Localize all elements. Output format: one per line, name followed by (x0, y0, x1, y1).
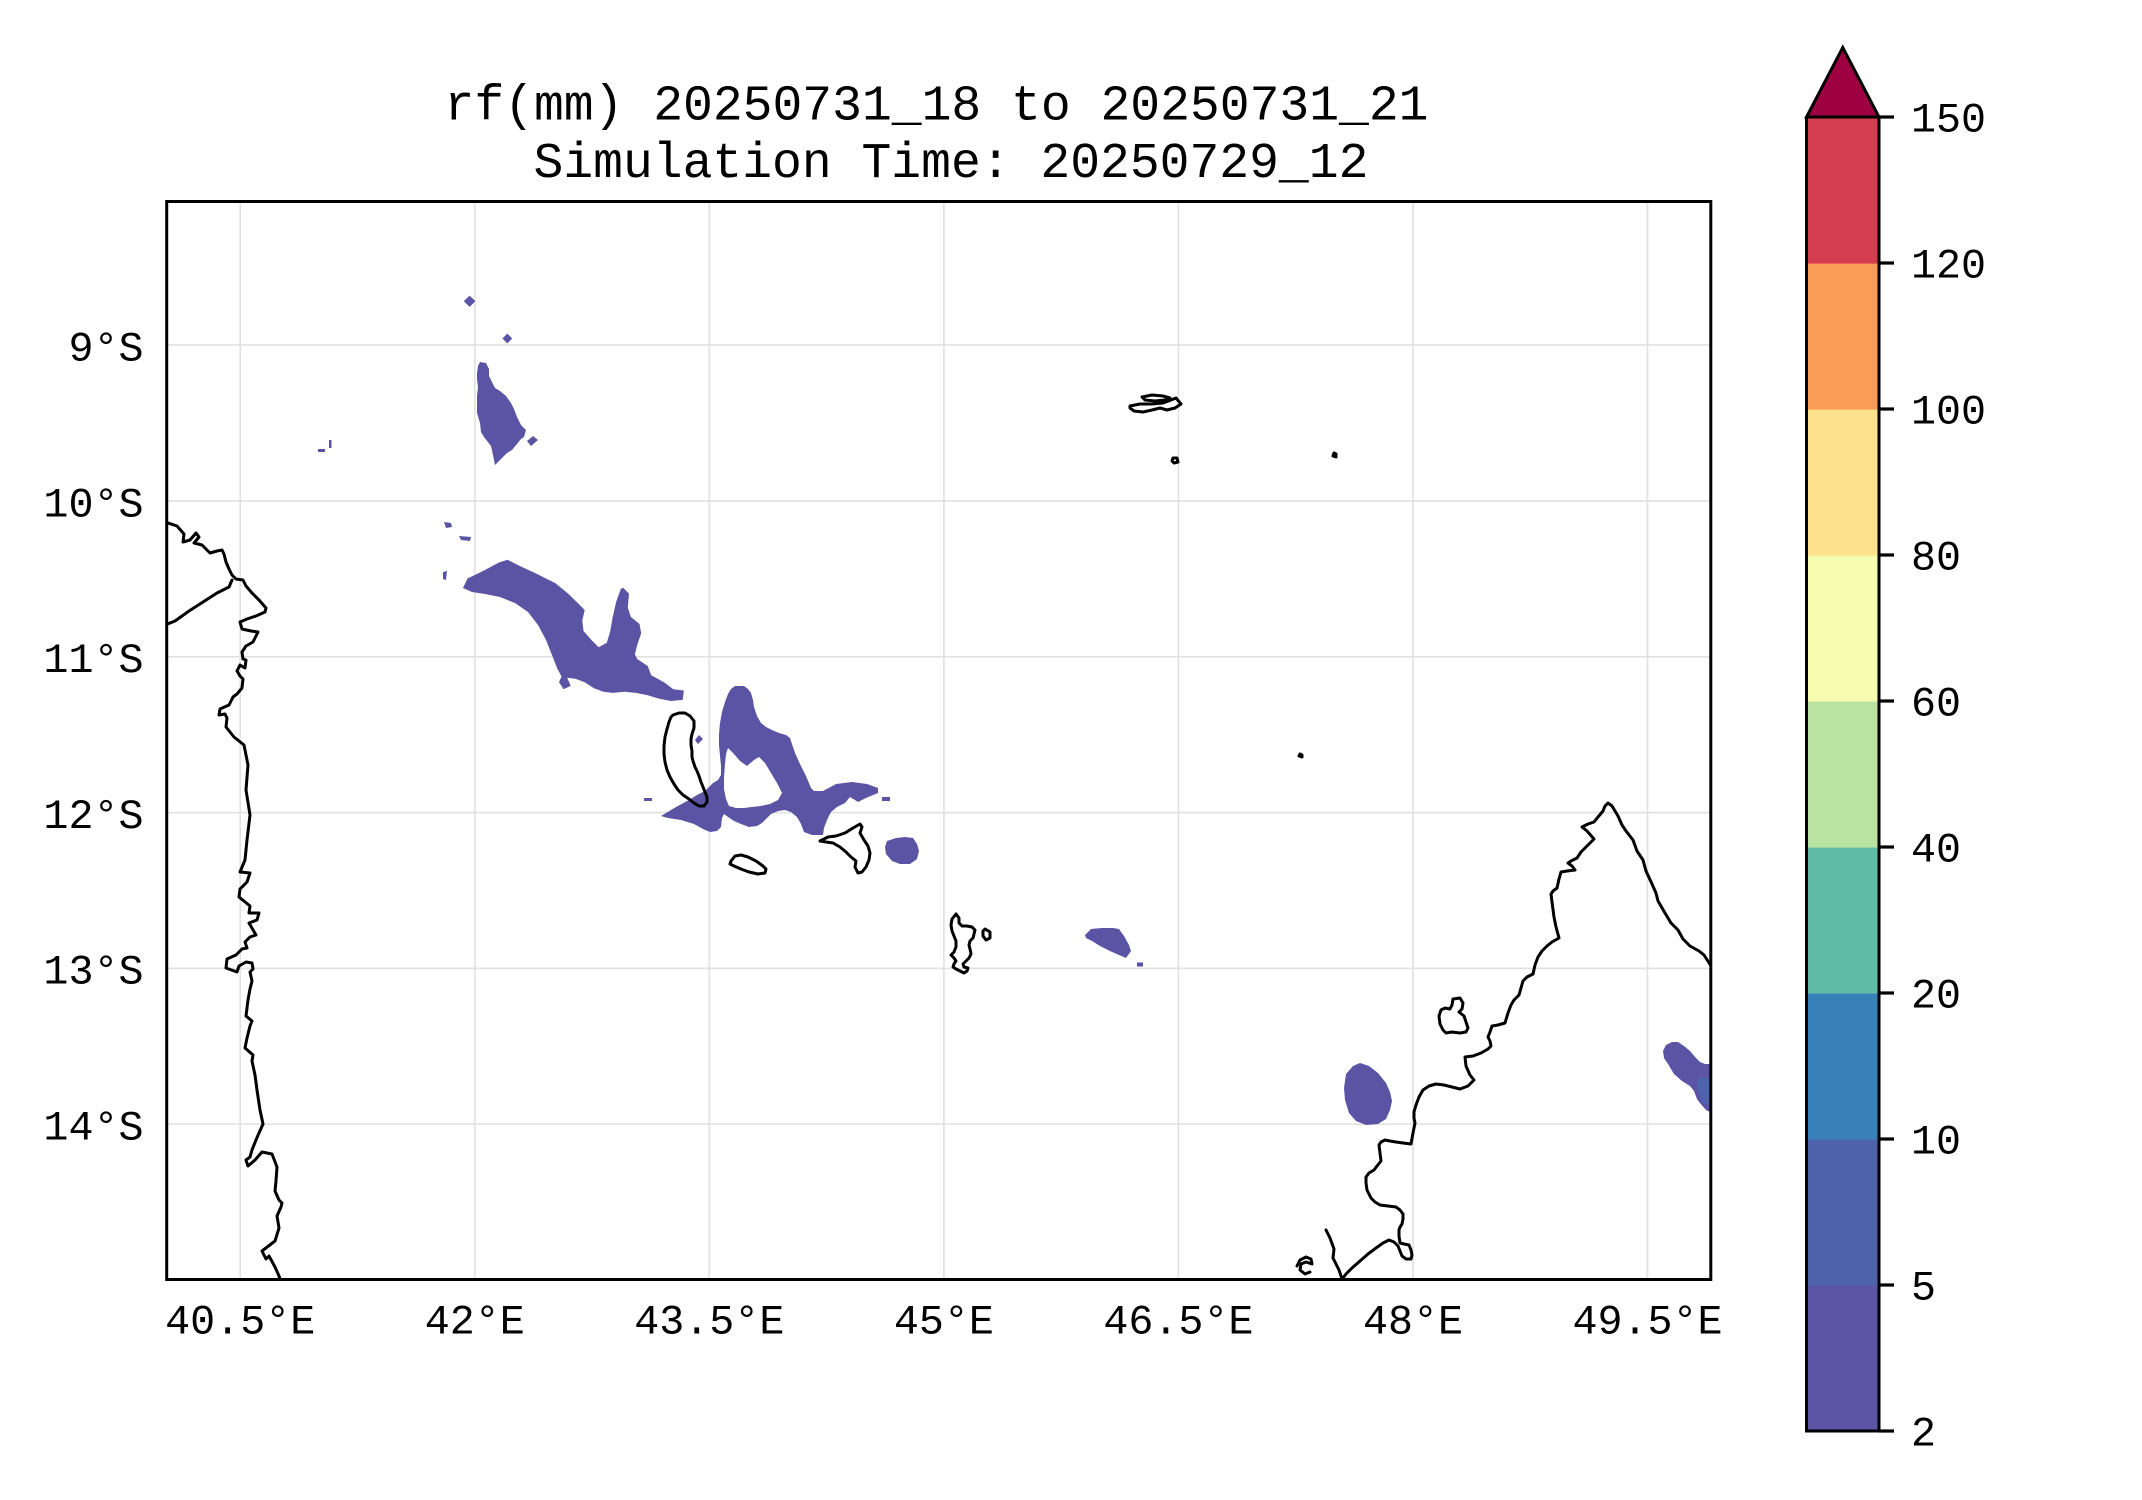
svg-text:150: 150 (1911, 96, 1986, 144)
svg-text:45°E: 45°E (894, 1299, 994, 1347)
svg-text:40.5°E: 40.5°E (165, 1299, 315, 1347)
svg-text:rf(mm) 20250731_18 to 20250731: rf(mm) 20250731_18 to 20250731_21 (445, 78, 1429, 134)
svg-text:46.5°E: 46.5°E (1103, 1299, 1253, 1347)
svg-text:5: 5 (1911, 1264, 1936, 1312)
svg-text:9°S: 9°S (68, 325, 143, 373)
svg-text:20: 20 (1911, 972, 1961, 1020)
svg-text:43.5°E: 43.5°E (634, 1299, 784, 1347)
svg-text:60: 60 (1911, 680, 1961, 728)
svg-text:49.5°E: 49.5°E (1572, 1299, 1722, 1347)
svg-text:14°S: 14°S (43, 1105, 143, 1153)
svg-text:10°S: 10°S (43, 481, 143, 529)
svg-text:100: 100 (1911, 388, 1986, 436)
svg-text:12°S: 12°S (43, 793, 143, 841)
svg-text:13°S: 13°S (43, 949, 143, 997)
svg-text:120: 120 (1911, 242, 1986, 290)
svg-text:42°E: 42°E (425, 1299, 525, 1347)
svg-text:48°E: 48°E (1363, 1299, 1463, 1347)
svg-text:10: 10 (1911, 1118, 1961, 1166)
svg-text:Simulation Time: 20250729_12: Simulation Time: 20250729_12 (534, 136, 1369, 192)
svg-text:11°S: 11°S (43, 637, 143, 685)
svg-text:40: 40 (1911, 826, 1961, 874)
svg-text:2: 2 (1911, 1410, 1936, 1458)
svg-text:80: 80 (1911, 534, 1961, 582)
